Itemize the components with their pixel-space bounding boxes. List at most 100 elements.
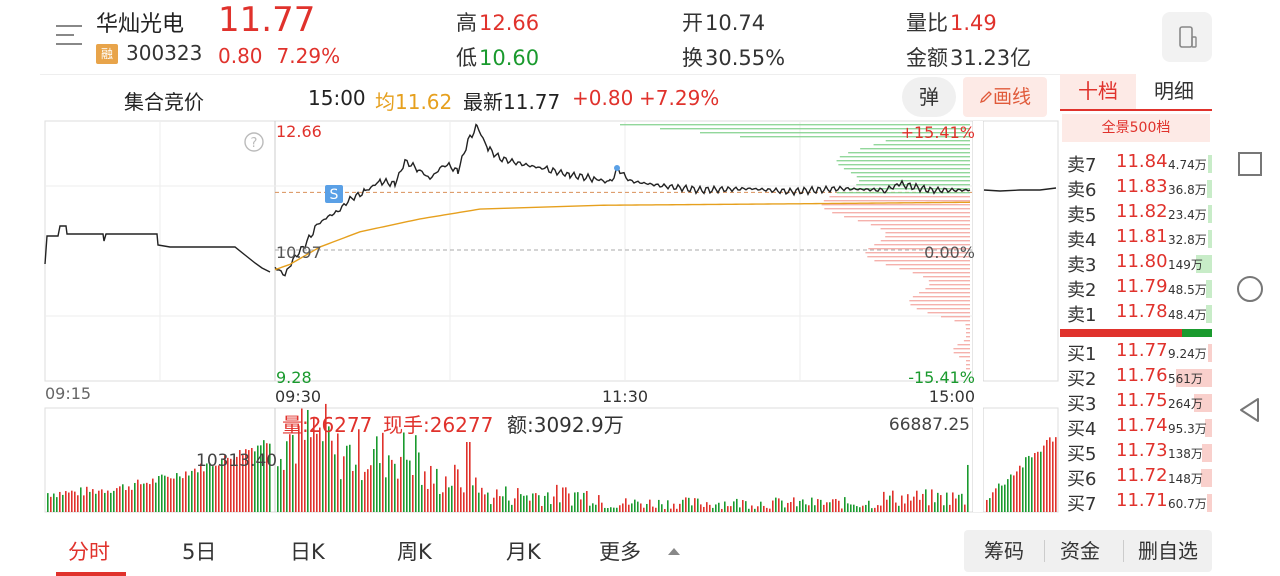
tab-intraday[interactable]: 分时 <box>68 540 110 564</box>
tab-daily-k[interactable]: 日K <box>290 540 325 564</box>
chips-button[interactable]: 筹码 <box>984 539 1024 563</box>
ask-row[interactable]: 卖6 11.83 36.8万 <box>1064 176 1212 201</box>
price-panel-frame <box>44 120 1059 382</box>
margin-badge: 融 <box>96 44 118 64</box>
tab-5day[interactable]: 5日 <box>182 540 217 564</box>
turnover-stat: 换30.55% <box>682 46 786 70</box>
volume-bar <box>1208 230 1212 248</box>
volume-bar <box>1207 494 1212 512</box>
bid-row[interactable]: 买5 11.73 138万 <box>1064 440 1212 465</box>
auction-volume-label: 10313.40 <box>196 451 277 471</box>
level-volume: 148万 <box>1168 472 1203 486</box>
pct-axis-bottom: -15.41% <box>908 368 975 387</box>
current-hand-text: 现手:26277 <box>383 413 493 437</box>
level-price: 11.78 <box>1116 301 1168 322</box>
info-percent: +7.29% <box>639 86 720 110</box>
time-label: 15:00 <box>929 387 975 406</box>
level-label: 买3 <box>1067 394 1097 415</box>
panel-gap <box>973 121 983 512</box>
amount-stat: 金额31.23亿 <box>906 46 1032 70</box>
tab-weekly-k[interactable]: 周K <box>397 540 432 564</box>
level-volume: 95.3万 <box>1168 422 1207 436</box>
bid-row[interactable]: 买7 11.71 60.7万 <box>1064 490 1212 515</box>
change-amount: 0.80 <box>218 44 263 68</box>
ask-row[interactable]: 卖7 11.84 4.74万 <box>1064 151 1212 176</box>
phone-rotate-button[interactable] <box>1162 12 1212 62</box>
buy-sell-ratio-bar <box>1060 329 1212 337</box>
volume-bar <box>1207 180 1212 198</box>
remove-watchlist-button[interactable]: 删自选 <box>1138 539 1198 563</box>
recent-apps-icon[interactable] <box>1236 150 1264 178</box>
home-icon[interactable] <box>1234 273 1266 305</box>
level-price: 11.79 <box>1116 276 1168 297</box>
level-label: 卖1 <box>1067 305 1097 326</box>
stock-code: 300323 <box>126 41 203 65</box>
menu-icon[interactable] <box>56 22 84 48</box>
danmu-button[interactable]: 弹 <box>902 77 956 117</box>
active-tab-underline <box>56 572 126 576</box>
draw-line-button[interactable]: 画线 <box>963 77 1047 117</box>
level-label: 卖4 <box>1067 230 1097 251</box>
phone-rotate-icon <box>1179 26 1197 48</box>
volume-max-label: 66887.25 <box>889 415 970 435</box>
tab-underline <box>1060 109 1212 111</box>
ask-row[interactable]: 卖1 11.78 48.4万 <box>1064 301 1212 326</box>
volume-bars <box>47 403 1057 512</box>
bid-row[interactable]: 买6 11.72 148万 <box>1064 465 1212 490</box>
level-price: 11.72 <box>1116 465 1168 486</box>
level-price: 11.73 <box>1116 440 1168 461</box>
level-label: 买5 <box>1067 444 1097 465</box>
volume-bar <box>1208 205 1212 223</box>
header-divider <box>40 74 1060 75</box>
btn-divider <box>1044 540 1045 562</box>
full-depth-button[interactable]: 全景500档 <box>1062 114 1210 142</box>
help-icon-glyph: ? <box>251 136 258 151</box>
volume-bar <box>1206 305 1212 323</box>
funds-button[interactable]: 资金 <box>1060 539 1100 563</box>
price-axis-top: 12.66 <box>276 122 322 141</box>
level-label: 买7 <box>1067 494 1097 515</box>
help-icon <box>244 132 264 152</box>
ask-row[interactable]: 卖5 11.82 23.4万 <box>1064 201 1212 226</box>
level-label: 买4 <box>1067 419 1097 440</box>
intraday-chart[interactable]: S? 12.66 10.97 9.28 +15.41% 0.00% -15.41% 09:15… <box>0 0 1060 520</box>
bid-row[interactable]: 买2 11.76 561万 <box>1064 365 1212 390</box>
bid-row[interactable]: 买1 11.77 9.24万 <box>1064 340 1212 365</box>
volume-bar <box>1202 444 1212 462</box>
level-price: 11.74 <box>1116 415 1168 436</box>
info-time: 15:00 <box>308 86 366 110</box>
level-label: 卖2 <box>1067 280 1097 301</box>
depth-histogram <box>620 124 970 370</box>
back-icon[interactable] <box>1236 396 1264 424</box>
event-dot <box>614 165 620 171</box>
volume-bar <box>1206 280 1212 298</box>
level-label: 卖7 <box>1067 155 1097 176</box>
ask-row[interactable]: 卖3 11.80 149万 <box>1064 251 1212 276</box>
volume-bar <box>1196 255 1212 273</box>
bid-row[interactable]: 买4 11.74 95.3万 <box>1064 415 1212 440</box>
level-volume: 4.74万 <box>1168 158 1207 172</box>
tab-monthly-k[interactable]: 月K <box>506 540 541 564</box>
level-label: 卖5 <box>1067 205 1097 226</box>
ask-row[interactable]: 卖2 11.79 48.5万 <box>1064 276 1212 301</box>
level-label: 买1 <box>1067 344 1097 365</box>
level-volume: 561万 <box>1168 372 1203 386</box>
ask-row[interactable]: 卖4 11.81 32.8万 <box>1064 226 1212 251</box>
bid-row[interactable]: 买3 11.75 264万 <box>1064 390 1212 415</box>
tab-details[interactable]: 明细 <box>1154 79 1194 103</box>
level-volume: 48.4万 <box>1168 308 1207 322</box>
signal-marker-label: S <box>330 187 339 203</box>
level-volume: 149万 <box>1168 258 1203 272</box>
pct-axis-mid: 0.00% <box>924 243 975 262</box>
tab-ten-levels[interactable]: 十档 <box>1060 74 1136 110</box>
level-price: 11.76 <box>1116 365 1168 386</box>
stock-name: 华灿光电 <box>96 12 185 37</box>
level-label: 卖6 <box>1067 180 1097 201</box>
tab-more[interactable]: 更多 <box>599 536 682 566</box>
info-latest: 最新11.77 <box>463 90 561 114</box>
level-volume: 48.5万 <box>1168 283 1207 297</box>
level-volume: 138万 <box>1168 447 1203 461</box>
open-stat: 开10.74 <box>682 11 766 35</box>
auction-price-line <box>44 225 271 273</box>
level-price: 11.84 <box>1116 151 1168 172</box>
